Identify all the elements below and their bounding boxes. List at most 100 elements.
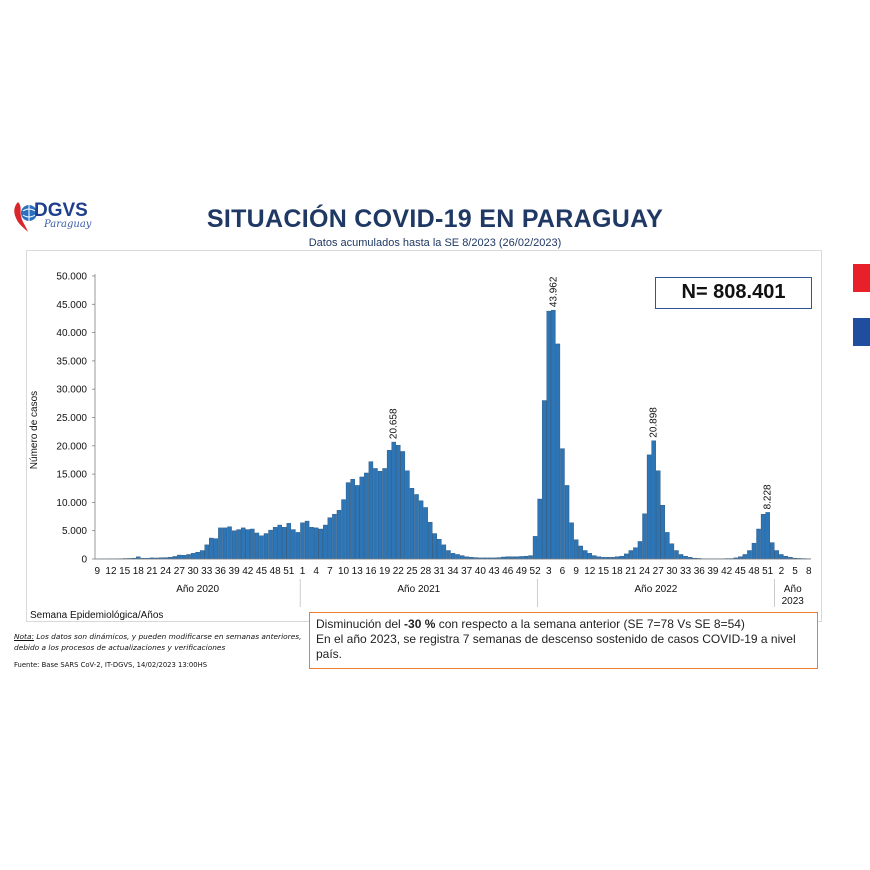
bar-2021-w34 xyxy=(450,553,456,560)
x-tick-label: 43 xyxy=(488,566,500,577)
logo-subtext: Paraguay xyxy=(44,219,92,230)
page-title: SITUACIÓN COVID-19 EN PARAGUAY xyxy=(206,205,664,233)
bar-2020-w31 xyxy=(195,552,200,560)
bar-2020-w49 xyxy=(277,524,282,560)
x-tick-label: 40 xyxy=(475,566,487,577)
y-tick-label: 15.000 xyxy=(56,470,87,481)
bar-2020-w28 xyxy=(181,555,187,560)
x-tick-label: 45 xyxy=(256,566,268,577)
bar-2020-w52 xyxy=(291,529,296,560)
y-tick-label: 20.000 xyxy=(56,441,87,452)
bar-2022-w24 xyxy=(642,513,647,560)
x-tick-label: 2 xyxy=(779,566,785,577)
info-box: Disminución del -30 % con respecto a la … xyxy=(309,612,818,669)
x-tick-label: 7 xyxy=(327,566,333,577)
x-tick-label: 27 xyxy=(653,566,665,577)
x-axis: 9 12 15 18 21 24 27 30 33 36 39 42 45 48 51 1 4 7 10 13 16 19… xyxy=(94,558,812,607)
x-tick-label: 31 xyxy=(434,566,446,577)
x-tick-label: 18 xyxy=(133,566,145,577)
annotations: 20.658 43.962 20.898 8.228 xyxy=(389,276,774,509)
bar-2022-w7 xyxy=(564,485,570,560)
bar-2020-w27 xyxy=(177,554,182,560)
bar-2020-w30 xyxy=(190,553,196,560)
bar-2020-w47 xyxy=(268,529,273,560)
y-tick-label: 25.000 xyxy=(56,413,87,424)
x-tick-label: 42 xyxy=(721,566,733,577)
bar-2022-w47 xyxy=(747,550,752,560)
x-tick-label: 48 xyxy=(748,566,760,577)
year-label: Año 2022 xyxy=(635,584,678,595)
y-tick-label: 10.000 xyxy=(56,498,87,509)
bar-2021-w28 xyxy=(423,507,428,560)
bar-2022-w8 xyxy=(569,522,574,560)
x-tick-label: 9 xyxy=(94,566,100,577)
y-tick-label: 30.000 xyxy=(56,385,87,396)
y-tick-label: 45.000 xyxy=(56,300,87,311)
bar-2020-w34 xyxy=(209,537,214,560)
year-label: Año xyxy=(784,584,802,595)
x-tick-label: 8 xyxy=(806,566,812,577)
bar-2021-w17 xyxy=(373,468,378,560)
bar-2022-w27 xyxy=(655,470,661,560)
bar-2021-w29 xyxy=(427,522,433,560)
bar-2021-w33 xyxy=(446,550,451,560)
bar-2022-w26 xyxy=(651,440,656,560)
bar-2021-w18 xyxy=(377,471,383,560)
year-label: Año 2021 xyxy=(397,584,440,595)
x-tick-label: 1 xyxy=(300,566,306,577)
data-label: 20.658 xyxy=(389,408,400,439)
bar-2022-w10 xyxy=(578,545,583,560)
bar-2022-w21 xyxy=(628,550,634,560)
bar-2022-w29 xyxy=(665,532,670,560)
bar-2021-w32 xyxy=(441,544,447,560)
x-tick-label: 49 xyxy=(516,566,528,577)
x-tick-label: 12 xyxy=(584,566,596,577)
bar-2020-w40 xyxy=(236,529,241,560)
x-tick-label: 36 xyxy=(694,566,706,577)
x-tick-label: 18 xyxy=(612,566,624,577)
x-tick-label: 39 xyxy=(707,566,719,577)
x-tick-label: 6 xyxy=(560,566,566,577)
bar-2020-w53 xyxy=(295,532,301,560)
bar-2022-w12 xyxy=(587,553,593,560)
y-tick-label: 5.000 xyxy=(62,526,87,537)
y-axis: 0 5.000 10.000 15.000 20.000 25.000 30.000 35.0… xyxy=(56,272,96,566)
x-tick-label: 42 xyxy=(242,566,254,577)
bar-2020-w32 xyxy=(199,550,205,560)
x-tick-label: 27 xyxy=(174,566,186,577)
bar-2020-w46 xyxy=(263,533,269,560)
bar-2022-w22 xyxy=(633,547,638,560)
year-label-line2: 2023 xyxy=(782,596,805,607)
bar-2022-w19 xyxy=(619,555,624,560)
bar-2022-w20 xyxy=(624,553,629,560)
bar-2020-w39 xyxy=(231,530,237,560)
bars xyxy=(95,309,811,560)
x-tick-label: 34 xyxy=(447,566,459,577)
x-tick-label: 51 xyxy=(283,566,295,577)
data-label: 43.962 xyxy=(548,276,559,307)
x-tick-label: 19 xyxy=(379,566,391,577)
bar-2022-w6 xyxy=(560,448,565,560)
x-tick-label: 33 xyxy=(680,566,692,577)
page-subtitle: Datos acumulados hasta la SE 8/2023 (26/… xyxy=(308,237,562,249)
flag-red-stripe xyxy=(853,264,870,292)
data-note: Nota: Los datos son dinámicos, y pueden … xyxy=(14,631,304,653)
bar-2021-w2 xyxy=(304,520,310,560)
x-tick-label: 15 xyxy=(598,566,610,577)
x-tick-label: 12 xyxy=(105,566,117,577)
info-line2: En el año 2023, se registra 7 semanas de… xyxy=(316,632,796,661)
bar-2022-w49 xyxy=(756,528,761,560)
x-axis-title: Semana Epidemiológica/Años xyxy=(30,610,164,621)
note-text: Los datos son dinámicos, y pueden modifi… xyxy=(14,632,302,652)
x-tick-label: 3 xyxy=(546,566,552,577)
x-tick-label: 48 xyxy=(270,566,282,577)
bar-2021-w30 xyxy=(432,533,437,560)
bar-2023-w2 xyxy=(779,554,784,560)
bar-2021-w16 xyxy=(368,461,374,560)
bar-2021-w31 xyxy=(437,538,442,560)
x-tick-label: 4 xyxy=(313,566,319,577)
x-tick-label: 28 xyxy=(420,566,432,577)
bar-2021-w11 xyxy=(345,482,351,560)
bar-2021-w20 xyxy=(386,450,392,560)
